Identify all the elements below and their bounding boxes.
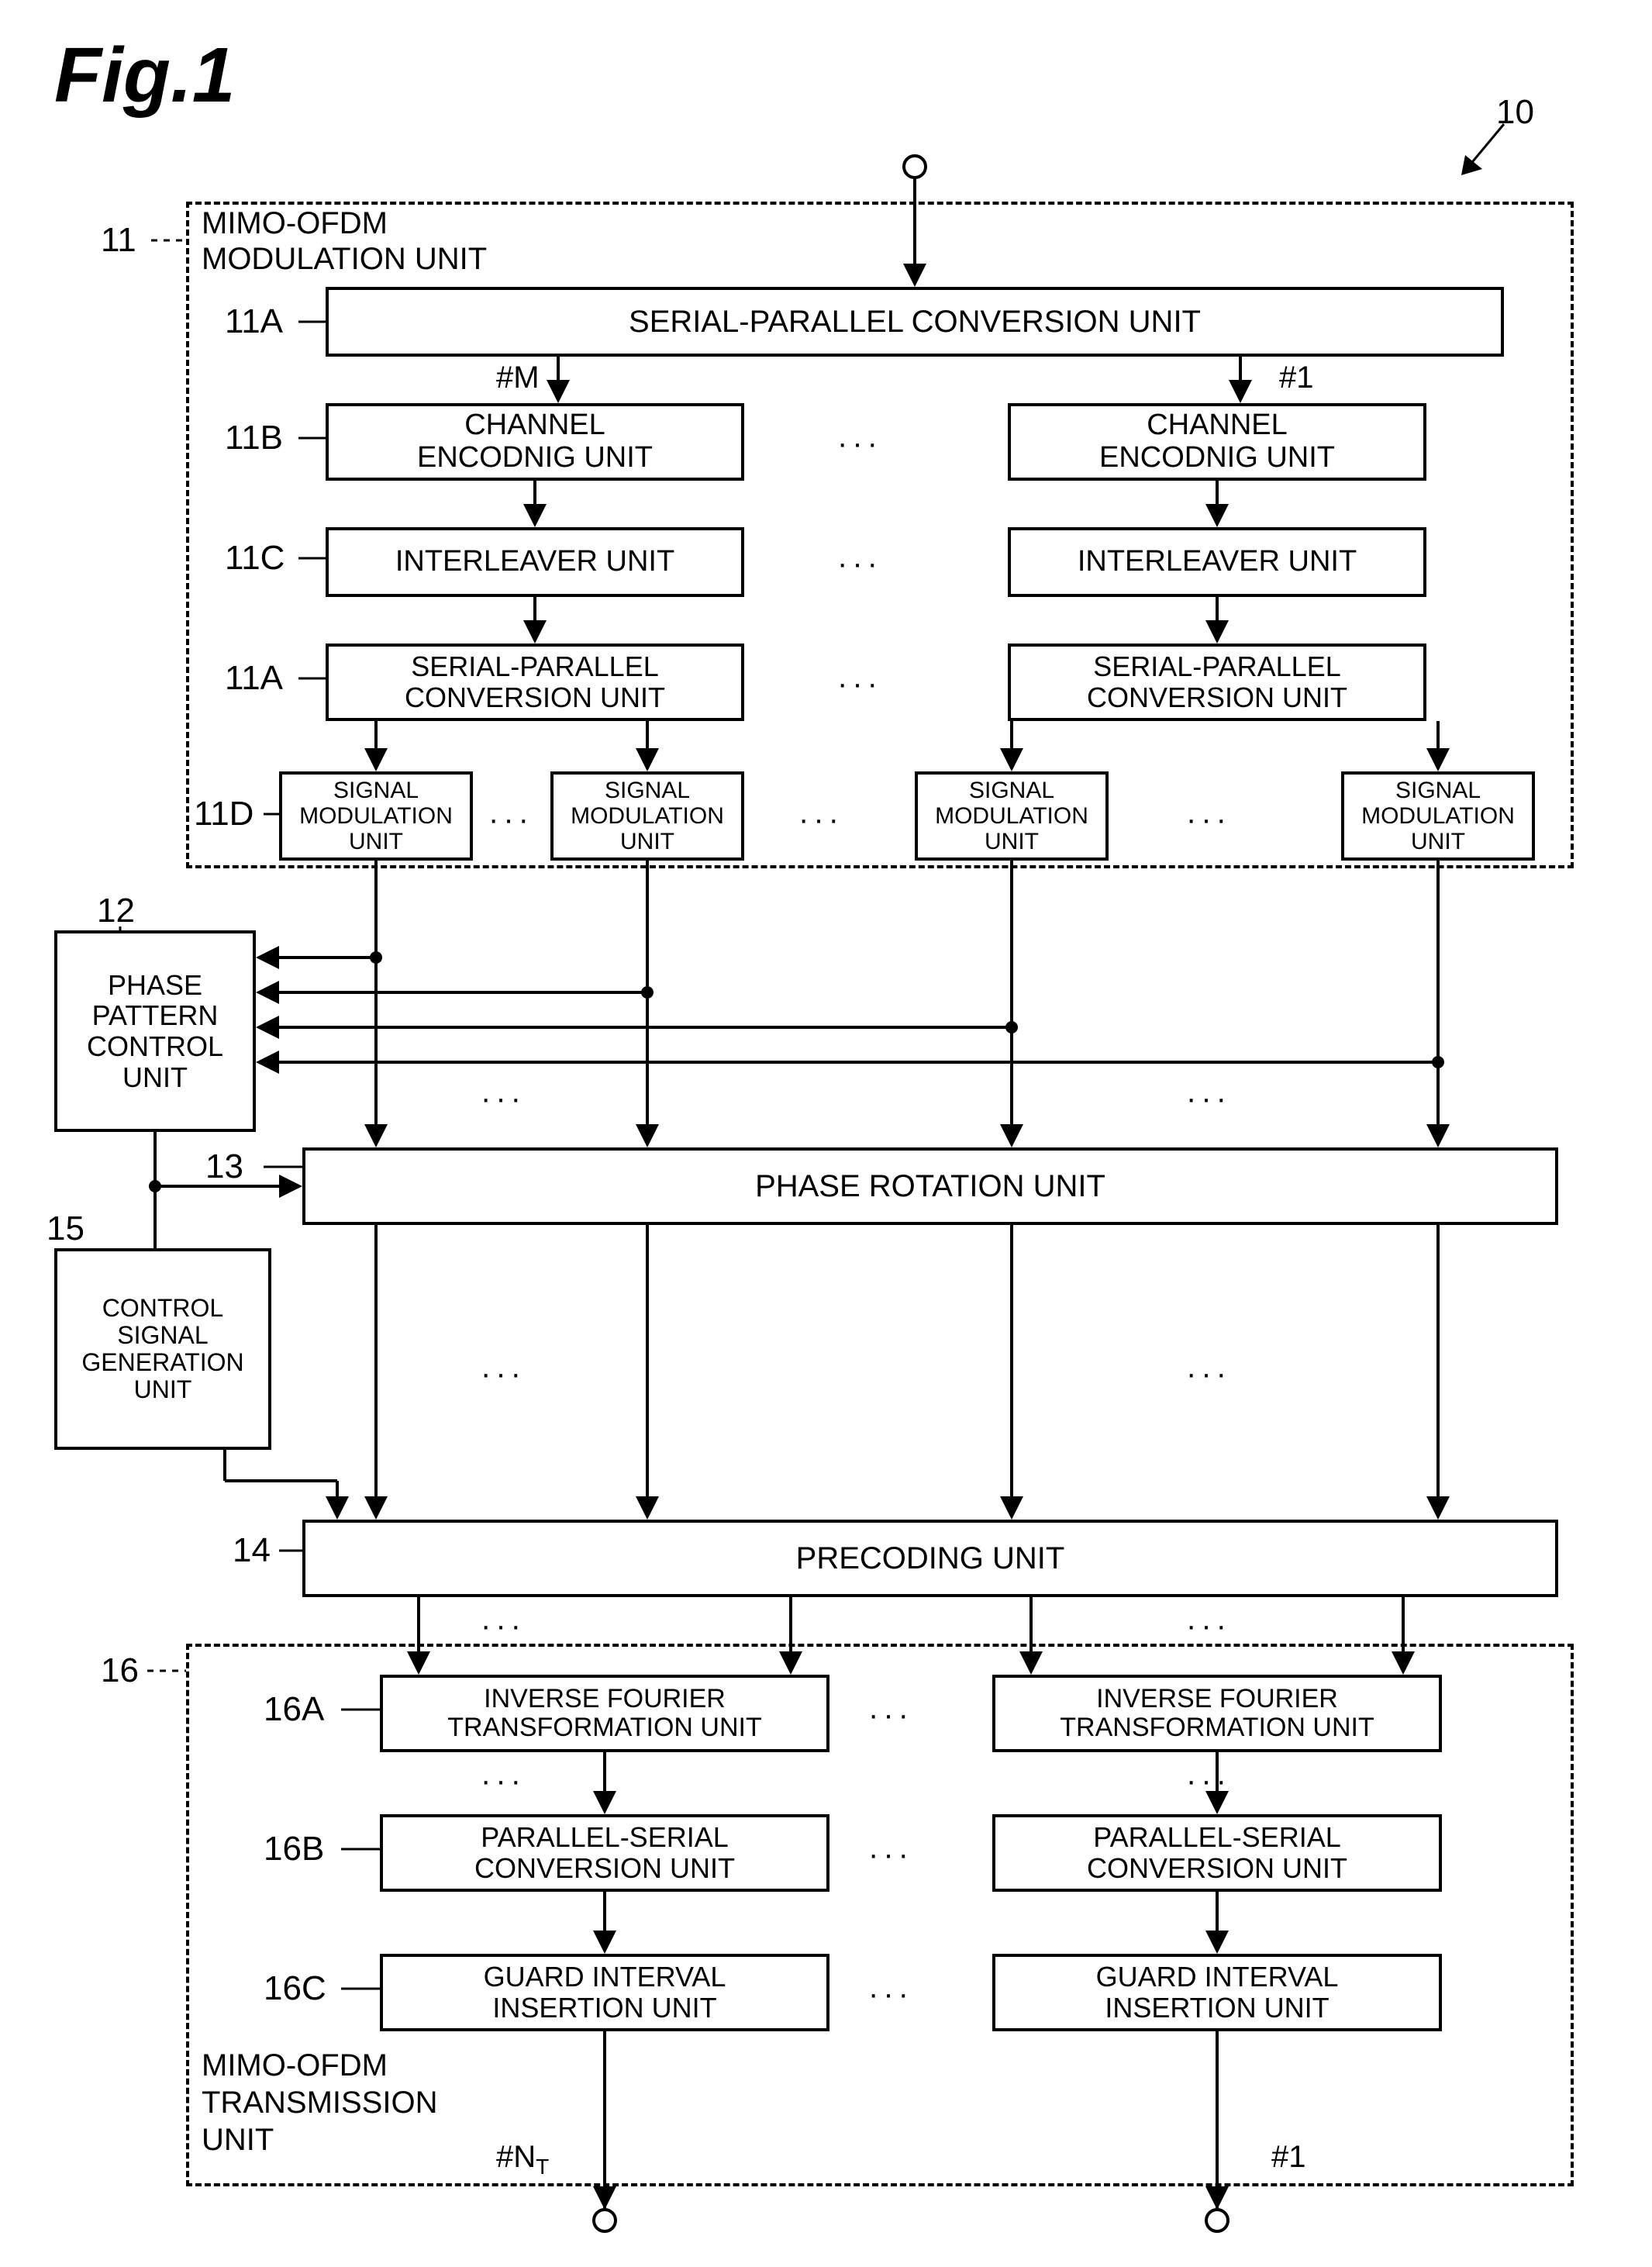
sp-conv-L: SERIAL-PARALLEL CONVERSION UNIT xyxy=(326,644,744,721)
figure-title: Fig.1 xyxy=(54,31,235,120)
stream-1b: #1 xyxy=(1271,2140,1306,2175)
ref-16A: 16A xyxy=(264,1690,324,1729)
serial-parallel-top: SERIAL-PARALLEL CONVERSION UNIT xyxy=(326,287,1504,357)
ref-16: 16 xyxy=(101,1651,139,1690)
ref-11D: 11D xyxy=(194,795,253,833)
dots-above-pr-R: ··· xyxy=(1186,1082,1231,1116)
sigmod-1: SIGNAL MODULATION UNIT xyxy=(279,771,473,861)
dots-11D-2: ··· xyxy=(798,802,843,837)
sigmod-3: SIGNAL MODULATION UNIT xyxy=(915,771,1109,861)
ref-16B: 16B xyxy=(264,1830,324,1868)
ref-11B: 11B xyxy=(225,419,283,457)
dots-mid-L: ··· xyxy=(481,1357,526,1392)
psconv-L: PARALLEL-SERIAL CONVERSION UNIT xyxy=(380,1814,829,1892)
dots-16A: ··· xyxy=(868,1698,913,1733)
dots-below-prec-R: ··· xyxy=(1186,1609,1231,1644)
dots-11D-1: ··· xyxy=(488,802,533,837)
dots-16AB-R: ··· xyxy=(1186,1764,1231,1799)
dots-mid-R: ··· xyxy=(1186,1357,1231,1392)
ref-12: 12 xyxy=(97,892,135,930)
stream-1: #1 xyxy=(1279,361,1314,395)
modulation-group-title: MIMO-OFDM MODULATION UNIT xyxy=(202,205,487,277)
dots-below-prec-L: ··· xyxy=(481,1609,526,1644)
ifft-R: INVERSE FOURIER TRANSFORMATION UNIT xyxy=(992,1675,1442,1752)
sigmod-2: SIGNAL MODULATION UNIT xyxy=(550,771,744,861)
dots-11C: ··· xyxy=(837,547,882,581)
dots-11B: ··· xyxy=(837,426,882,461)
channel-encoding-L: CHANNEL ENCODNIG UNIT xyxy=(326,403,744,481)
psconv-R: PARALLEL-SERIAL CONVERSION UNIT xyxy=(992,1814,1442,1892)
guard-L: GUARD INTERVAL INSERTION UNIT xyxy=(380,1954,829,2031)
stream-M: #M xyxy=(496,361,540,395)
interleaver-R: INTERLEAVER UNIT xyxy=(1008,527,1426,597)
precoding: PRECODING UNIT xyxy=(302,1520,1558,1597)
phase-rotation: PHASE ROTATION UNIT xyxy=(302,1147,1558,1225)
transmission-group-title: MIMO-OFDM TRANSMISSION UNIT xyxy=(202,2047,437,2158)
phase-pattern-control: PHASE PATTERN CONTROL UNIT xyxy=(54,930,256,1132)
ref-11: 11 xyxy=(101,221,136,260)
sp-conv-R: SERIAL-PARALLEL CONVERSION UNIT xyxy=(1008,644,1426,721)
ref-11A-2: 11A xyxy=(225,659,283,698)
dots-16C: ··· xyxy=(868,1977,913,2012)
ref-11A: 11A xyxy=(225,302,283,341)
diagram-page: Fig.1 10 MIMO-OFDM MODULATION UNIT 11 SE… xyxy=(31,31,1621,2236)
dots-above-pr-L: ··· xyxy=(481,1082,526,1116)
dots-11D-3: ··· xyxy=(1186,802,1231,837)
interleaver-L: INTERLEAVER UNIT xyxy=(326,527,744,597)
control-signal-gen: CONTROL SIGNAL GENERATION UNIT xyxy=(54,1248,271,1450)
ifft-L: INVERSE FOURIER TRANSFORMATION UNIT xyxy=(380,1675,829,1752)
ref-13: 13 xyxy=(205,1147,243,1186)
sigmod-4: SIGNAL MODULATION UNIT xyxy=(1341,771,1535,861)
guard-R: GUARD INTERVAL INSERTION UNIT xyxy=(992,1954,1442,2031)
ref-10: 10 xyxy=(1496,93,1534,132)
dots-16AB-L: ··· xyxy=(481,1764,526,1799)
channel-encoding-R: CHANNEL ENCODNIG UNIT xyxy=(1008,403,1426,481)
dots-16B: ··· xyxy=(868,1837,913,1872)
ref-16C: 16C xyxy=(264,1969,326,2008)
stream-NT: #NT xyxy=(496,2140,549,2179)
ref-11C: 11C xyxy=(225,539,285,578)
dots-11A2: ··· xyxy=(837,667,882,702)
ref-14: 14 xyxy=(233,1531,271,1570)
ref-15: 15 xyxy=(47,1209,84,1248)
